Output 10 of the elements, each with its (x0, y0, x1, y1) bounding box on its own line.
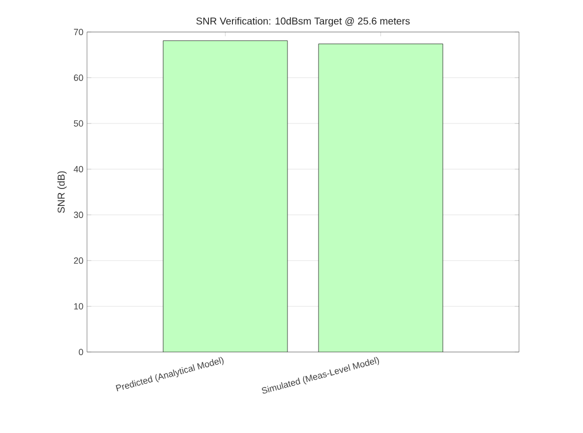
y-tick-label: 20 (74, 257, 84, 264)
y-axis-title: SNR (dB) (57, 171, 67, 213)
y-tick-label: 30 (74, 212, 84, 218)
y-tick-label: 70 (74, 28, 84, 36)
chart-title: SNR Verification: 10dBsm Target @ 25.6 meters (196, 17, 410, 26)
y-tick-label: 0 (78, 348, 84, 356)
y-tick-label: 40 (74, 166, 84, 172)
y-tick-label: 10 (74, 303, 84, 310)
y-tick-label: 60 (74, 74, 84, 81)
y-tick-label: 50 (74, 120, 84, 127)
